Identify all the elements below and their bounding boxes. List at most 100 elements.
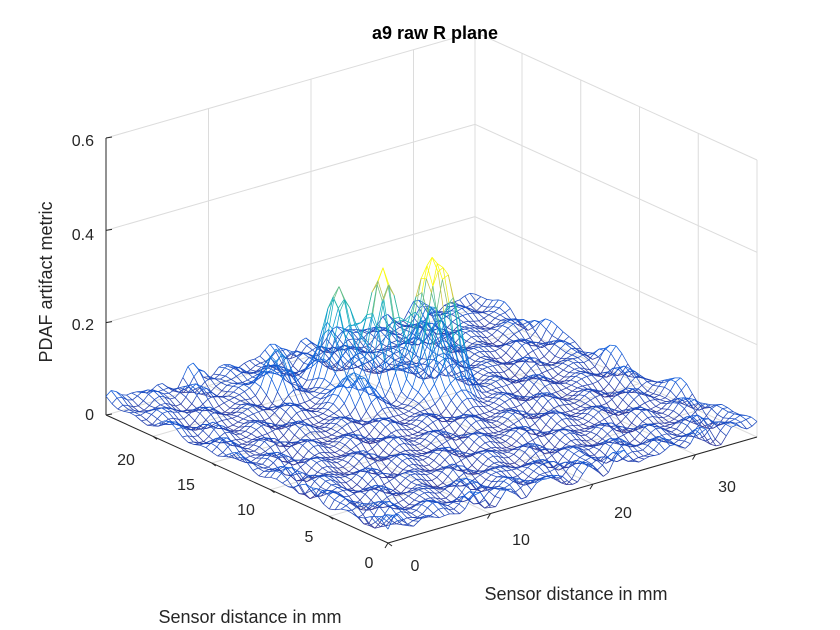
mesh-segment bbox=[259, 349, 266, 357]
mesh-segment bbox=[687, 405, 694, 409]
mesh-segment bbox=[476, 396, 484, 403]
mesh-segment bbox=[280, 411, 286, 420]
mesh-segment bbox=[421, 292, 429, 313]
mesh-segment bbox=[341, 418, 348, 425]
mesh-segment bbox=[354, 337, 361, 345]
mesh-segment bbox=[547, 397, 554, 402]
mesh-segment bbox=[363, 425, 370, 435]
mesh-segment bbox=[481, 305, 488, 308]
mesh-segment bbox=[228, 391, 234, 397]
mesh-segment bbox=[471, 336, 478, 342]
mesh-segment bbox=[406, 429, 413, 435]
mesh-segment bbox=[416, 292, 423, 330]
mesh-segment bbox=[327, 403, 334, 410]
mesh-segment bbox=[402, 311, 409, 322]
mesh-segment bbox=[572, 391, 579, 396]
mesh-segment bbox=[590, 396, 596, 401]
mesh-segment bbox=[535, 363, 543, 374]
mesh-segment bbox=[518, 360, 524, 362]
mesh-segment bbox=[487, 400, 494, 403]
mesh-segment bbox=[634, 371, 642, 377]
mesh-segment bbox=[637, 449, 643, 452]
mesh-segment bbox=[313, 377, 319, 389]
mesh-segment bbox=[427, 286, 434, 313]
mesh-segment bbox=[244, 360, 250, 364]
mesh-segment bbox=[343, 346, 351, 350]
mesh-segment bbox=[640, 406, 648, 411]
mesh-segment bbox=[655, 428, 663, 436]
mesh-segment bbox=[343, 384, 350, 394]
mesh-segment bbox=[493, 434, 500, 437]
mesh-segment bbox=[527, 378, 535, 385]
mesh-segment bbox=[499, 347, 507, 354]
mesh-segment bbox=[464, 353, 472, 383]
mesh-segment bbox=[256, 368, 263, 373]
mesh-segment bbox=[565, 348, 572, 353]
mesh-segment bbox=[321, 346, 328, 353]
mesh-segment bbox=[187, 362, 194, 367]
mesh-segment bbox=[534, 323, 541, 332]
mesh-segment bbox=[394, 320, 401, 324]
mesh-segment bbox=[741, 427, 747, 430]
mesh-segment bbox=[429, 362, 437, 378]
mesh-segment bbox=[213, 405, 220, 410]
mesh-segment bbox=[222, 391, 228, 397]
mesh-segment bbox=[573, 453, 580, 458]
mesh-segment bbox=[223, 396, 230, 401]
mesh-segment bbox=[591, 434, 597, 440]
mesh-segment bbox=[478, 375, 484, 381]
mesh-segment bbox=[342, 355, 349, 362]
mesh-segment bbox=[512, 413, 520, 421]
mesh-segment bbox=[367, 313, 374, 346]
mesh-segment bbox=[493, 371, 499, 374]
mesh-segment bbox=[533, 378, 540, 385]
mesh-segment bbox=[458, 330, 464, 361]
mesh-segment bbox=[377, 267, 384, 281]
mesh-segment bbox=[511, 440, 517, 446]
mesh-segment bbox=[392, 346, 399, 356]
mesh-segment bbox=[578, 394, 585, 396]
mesh-segment bbox=[513, 358, 520, 364]
mesh-segment bbox=[180, 403, 187, 411]
mesh-segment bbox=[604, 344, 611, 349]
mesh-segment bbox=[143, 405, 150, 411]
mesh-segment bbox=[255, 386, 261, 396]
mesh-segment bbox=[557, 456, 564, 464]
mesh-segment bbox=[316, 329, 323, 349]
mesh-segment bbox=[485, 383, 491, 388]
mesh-segment bbox=[443, 424, 450, 429]
mesh-segment bbox=[505, 340, 511, 345]
mesh-segment bbox=[691, 415, 698, 421]
mesh-segment bbox=[190, 383, 197, 389]
mesh-segment bbox=[519, 368, 527, 376]
mesh-segment bbox=[473, 405, 479, 408]
mesh-segment bbox=[505, 407, 511, 410]
mesh-segment bbox=[528, 384, 535, 393]
mesh-segment bbox=[335, 366, 342, 371]
mesh-segment bbox=[182, 377, 190, 387]
mesh-segment bbox=[441, 440, 448, 445]
mesh-segment bbox=[715, 444, 722, 447]
mesh-segment bbox=[633, 428, 641, 434]
mesh-segment bbox=[280, 347, 287, 350]
mesh-segment bbox=[507, 413, 514, 420]
mesh-segment bbox=[389, 337, 396, 373]
mesh-segment bbox=[592, 408, 599, 413]
mesh-segment bbox=[185, 388, 192, 398]
mesh-segment bbox=[218, 366, 225, 369]
mesh-segment bbox=[598, 411, 605, 420]
mesh-segment bbox=[627, 387, 634, 390]
mesh-segment bbox=[199, 413, 207, 421]
mesh-segment bbox=[625, 416, 632, 424]
mesh-segment bbox=[636, 415, 643, 422]
mesh-segment bbox=[375, 357, 382, 366]
mesh-segment bbox=[467, 397, 474, 408]
mesh-segment bbox=[160, 404, 167, 408]
mesh-segment bbox=[678, 403, 685, 409]
mesh-segment bbox=[362, 328, 369, 331]
mesh-segment bbox=[405, 329, 412, 333]
mesh-segment bbox=[707, 424, 714, 429]
mesh-segment bbox=[185, 396, 193, 405]
mesh-segment bbox=[226, 414, 233, 419]
